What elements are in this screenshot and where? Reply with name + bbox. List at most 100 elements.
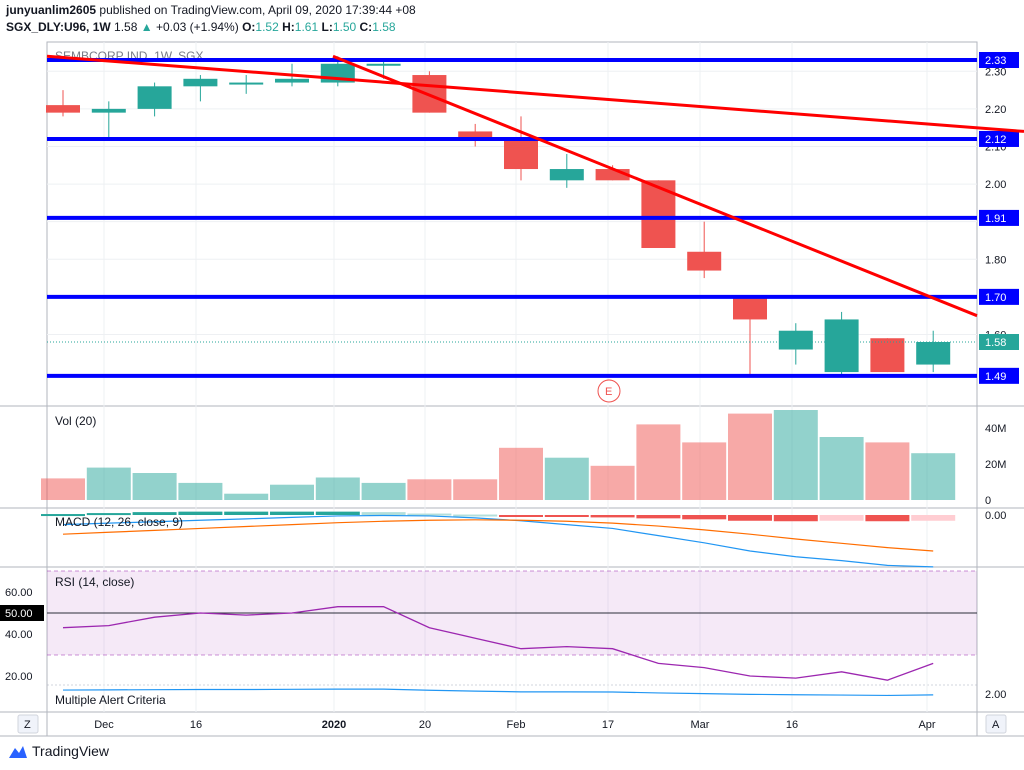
- published-text: published on TradingView.com, April 09, …: [99, 3, 416, 17]
- volume-bar: [728, 413, 772, 500]
- price-tick-label: 1.80: [985, 254, 1006, 266]
- candle-up: [549, 169, 584, 181]
- close-value: 1.58: [372, 20, 396, 34]
- volume-bar: [315, 477, 360, 500]
- macd-histogram-bar: [178, 511, 223, 515]
- last-price-tag: [979, 334, 1019, 350]
- macd-histogram-bar: [636, 515, 681, 519]
- level-price-tag: [979, 52, 1019, 68]
- macd-histogram-bar: [590, 515, 635, 518]
- rsi-line: [62, 606, 934, 681]
- volume-bar: [407, 479, 452, 500]
- level-price-label: 1.91: [985, 213, 1006, 225]
- last-price-label: 1.58: [985, 337, 1006, 349]
- rsi-pane-title: RSI (14, close): [55, 575, 134, 589]
- last-price: 1.58: [114, 20, 138, 34]
- trend-line[interactable]: [332, 54, 978, 318]
- candle-up: [366, 63, 401, 66]
- time-tick-label: Mar: [691, 719, 710, 731]
- volume-bar: [41, 478, 85, 500]
- publisher-name[interactable]: junyuanlim2605: [6, 3, 97, 17]
- macd-histogram-bar: [682, 515, 727, 520]
- rsi-mid-tag: [0, 605, 44, 621]
- symbol-line: SGX_DLY:U96, 1W 1.58 ▲ +0.03 (+1.94%) O:…: [6, 20, 396, 34]
- macd-histogram-bar: [773, 515, 818, 522]
- candle-down: [641, 180, 676, 248]
- candle-down: [687, 251, 722, 271]
- candle-up: [137, 86, 172, 109]
- candle-down: [458, 131, 493, 139]
- event-marker-icon[interactable]: [597, 379, 621, 403]
- candle-up: [778, 330, 813, 350]
- macd-histogram-bar: [270, 511, 314, 515]
- macd-histogram-bar: [361, 512, 406, 515]
- brand-label: TradingView: [32, 743, 110, 759]
- price-tick-label: 2.30: [985, 66, 1006, 78]
- time-tick-label: 16: [786, 719, 798, 731]
- high-label: H:: [282, 20, 295, 34]
- zoom-button-label: Z: [24, 719, 31, 731]
- auto-scale-button[interactable]: [985, 714, 1007, 734]
- macd-histogram-bar: [453, 514, 498, 517]
- volume-tick-label: 20M: [985, 459, 1006, 471]
- volume-bar: [819, 437, 864, 500]
- time-tick-label: Dec: [94, 719, 114, 731]
- volume-bar: [453, 479, 498, 500]
- low-value: 1.50: [332, 20, 357, 34]
- macd-histogram-bar: [132, 512, 177, 515]
- alert-tick-label: 2.00: [985, 689, 1006, 701]
- volume-bar: [499, 447, 543, 500]
- volume-bar: [911, 453, 956, 500]
- rsi-tick-label: 50.00: [5, 608, 33, 620]
- macd-histogram-bar: [865, 515, 910, 522]
- macd-pane-title: MACD (12, 26, close, 9): [55, 515, 183, 529]
- zoom-button[interactable]: [17, 714, 39, 734]
- candle-down: [595, 169, 630, 181]
- time-tick-label: 16: [190, 719, 202, 731]
- event-marker-label: E: [605, 386, 612, 398]
- time-tick-label: 20: [419, 719, 431, 731]
- macd-histogram-bar: [86, 513, 131, 516]
- rsi-tick-label: 20.00: [5, 671, 33, 683]
- candle-down: [504, 138, 538, 170]
- up-arrow-icon: ▲: [140, 20, 153, 34]
- volume-bar: [544, 457, 589, 500]
- open-label: O:: [242, 20, 256, 34]
- volume-bar: [865, 442, 910, 500]
- candle-down: [733, 296, 767, 320]
- macd-histogram-bar: [499, 515, 543, 517]
- close-label: C:: [359, 20, 373, 34]
- alert-criteria-line: [62, 688, 934, 697]
- level-price-tag: [979, 209, 1019, 226]
- macd-histogram-bar: [819, 515, 864, 521]
- candle-up: [916, 342, 951, 365]
- trend-line[interactable]: [46, 54, 1024, 133]
- signal-line: [62, 519, 934, 552]
- volume-bar: [132, 473, 177, 500]
- level-price-tag: [979, 130, 1019, 147]
- high-value: 1.61: [294, 20, 319, 34]
- price-change: +0.03 (+1.94%): [155, 20, 239, 34]
- volume-tick-label: 0: [985, 495, 991, 507]
- candle-down: [46, 105, 80, 113]
- candle-up: [229, 82, 264, 85]
- tradingview-logo-icon: [9, 746, 27, 758]
- tradingview-brand[interactable]: TradingView: [8, 743, 109, 759]
- level-price-label: 2.33: [985, 55, 1006, 67]
- level-price-label: 1.49: [985, 371, 1006, 383]
- macd-histogram-bar: [224, 511, 269, 515]
- candle-up: [91, 108, 126, 113]
- macd-histogram-bar: [728, 515, 772, 521]
- volume-bar: [86, 467, 131, 500]
- rsi-tick-label: 40.00: [5, 629, 33, 641]
- volume-bar: [590, 465, 635, 500]
- candle-up: [824, 319, 859, 373]
- time-tick-label: Feb: [507, 719, 526, 731]
- volume-bar: [224, 493, 269, 500]
- macd-histogram-bar: [41, 514, 85, 517]
- symbol: SGX_DLY:U96, 1W: [6, 20, 111, 34]
- level-price-tag: [979, 288, 1019, 305]
- volume-bar: [773, 410, 818, 500]
- alert-pane-title: Multiple Alert Criteria: [55, 693, 166, 707]
